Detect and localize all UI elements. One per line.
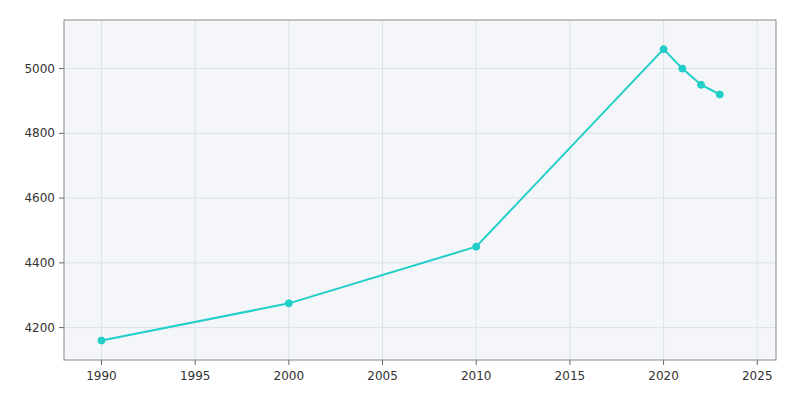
tick-label-x: 2000 [274, 369, 305, 383]
tick-x [382, 360, 383, 365]
line [101, 49, 719, 340]
tick-label-y: 4800 [24, 126, 55, 140]
grid-line-x [101, 20, 102, 360]
tick-label-x: 2025 [742, 369, 773, 383]
grid-line-x [382, 20, 383, 360]
point [285, 300, 292, 307]
axes: 1990 1995 2000 2005 2010 2015 2020 2025 4200 4400… [24, 62, 772, 383]
tick-label-x: 2020 [648, 369, 679, 383]
tick-y [59, 262, 64, 263]
grid-line-x [288, 20, 289, 360]
tick-label-x: 2005 [367, 369, 398, 383]
grid-line-x [757, 20, 758, 360]
point [98, 337, 105, 344]
grid-line-y [64, 198, 776, 199]
plot-frame [64, 20, 776, 360]
point [660, 46, 667, 53]
tick-x [288, 360, 289, 365]
tick-x [476, 360, 477, 365]
tick-x [663, 360, 664, 365]
tick-label-y: 4400 [24, 256, 55, 270]
point [716, 91, 723, 98]
point [679, 65, 686, 72]
tick-y [59, 68, 64, 69]
series [98, 46, 723, 344]
tick-label-x: 1990 [86, 369, 117, 383]
grid-line-x [195, 20, 196, 360]
tick-x [757, 360, 758, 365]
point [698, 81, 705, 88]
grid [64, 20, 776, 360]
tick-label-x: 2010 [461, 369, 492, 383]
tick-label-y: 5000 [24, 62, 55, 76]
point [473, 243, 480, 250]
tick-label-y: 4200 [24, 321, 55, 335]
grid-line-y [64, 68, 776, 69]
tick-y [59, 133, 64, 134]
chart-container: 1990 1995 2000 2005 2010 2015 2020 2025 4200 4400… [0, 0, 800, 400]
grid-line-y [64, 133, 776, 134]
tick-y [59, 327, 64, 328]
grid-line-x [476, 20, 477, 360]
chart: 1990 1995 2000 2005 2010 2015 2020 2025 4200 4400… [0, 0, 800, 400]
tick-x [195, 360, 196, 365]
tick-x [569, 360, 570, 365]
tick-label-x: 1995 [180, 369, 211, 383]
tick-x [101, 360, 102, 365]
tick-label-y: 4600 [24, 191, 55, 205]
grid-line-x [663, 20, 664, 360]
tick-y [59, 198, 64, 199]
plot-background [64, 20, 776, 360]
grid-line-x [569, 20, 570, 360]
tick-label-x: 2015 [555, 369, 586, 383]
